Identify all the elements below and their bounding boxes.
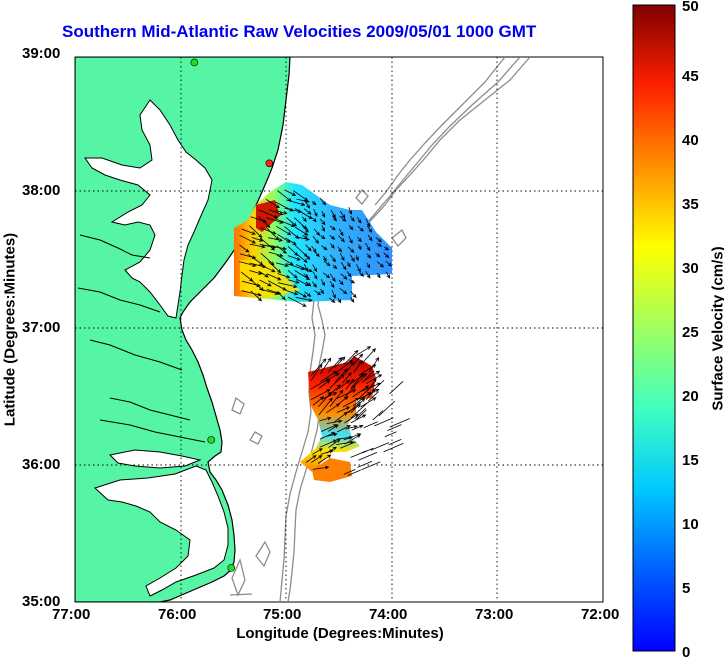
station-marker xyxy=(228,564,235,571)
station-marker xyxy=(191,59,198,66)
colorbar xyxy=(633,5,675,651)
station-marker xyxy=(208,436,215,443)
station-marker xyxy=(266,160,273,167)
